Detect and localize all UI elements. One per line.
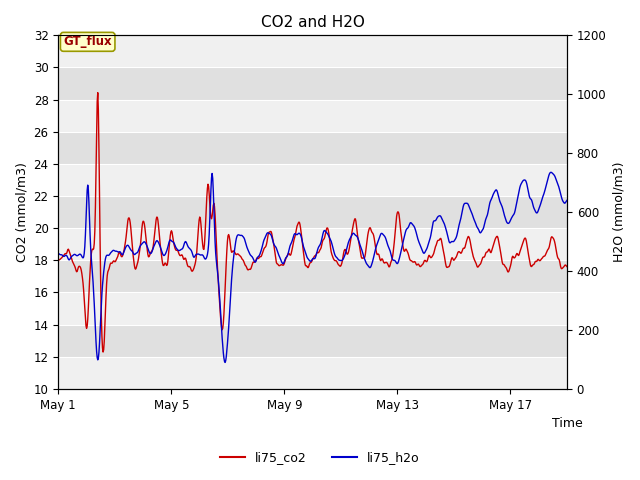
Y-axis label: CO2 (mmol/m3): CO2 (mmol/m3) bbox=[15, 162, 28, 262]
Legend: li75_co2, li75_h2o: li75_co2, li75_h2o bbox=[215, 446, 425, 469]
Y-axis label: H2O (mmol/m3): H2O (mmol/m3) bbox=[612, 162, 625, 263]
Bar bbox=[58, 228, 567, 260]
Bar bbox=[58, 100, 567, 132]
Bar bbox=[58, 357, 567, 389]
X-axis label: Time: Time bbox=[552, 417, 582, 430]
Bar bbox=[58, 36, 567, 68]
Title: CO2 and H2O: CO2 and H2O bbox=[260, 15, 365, 30]
Text: GT_flux: GT_flux bbox=[63, 36, 112, 48]
Bar bbox=[58, 164, 567, 196]
Bar bbox=[58, 292, 567, 324]
